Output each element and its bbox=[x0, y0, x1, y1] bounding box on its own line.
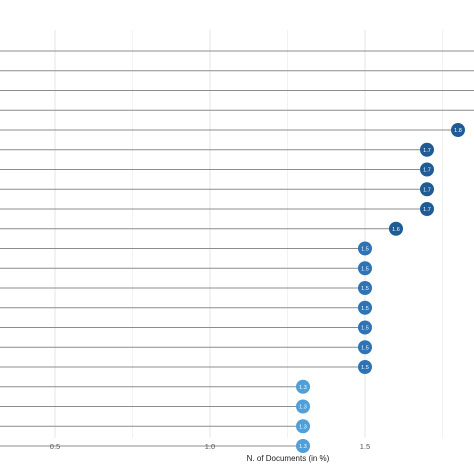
lollipop-point bbox=[358, 340, 372, 355]
point-value-label: 1.7 bbox=[423, 187, 431, 193]
lollipop-point bbox=[420, 142, 434, 157]
point-value-label: 1.3 bbox=[299, 385, 307, 391]
lollipop-point bbox=[389, 221, 403, 236]
lollipop-point bbox=[358, 360, 372, 374]
point-value-label: 1.5 bbox=[361, 247, 369, 253]
point-value-label: 1.3 bbox=[299, 405, 307, 411]
lollipop-point bbox=[358, 300, 372, 315]
point-value-label: 1.5 bbox=[361, 326, 369, 332]
point-value-label: 1.7 bbox=[423, 148, 431, 154]
lollipop-point bbox=[358, 261, 372, 276]
lollipop-point bbox=[451, 123, 465, 137]
x-tick-label: 0.5 bbox=[50, 442, 60, 451]
point-value-label: 1.3 bbox=[299, 444, 307, 450]
lollipop-point bbox=[296, 379, 310, 394]
lollipop-point bbox=[296, 419, 310, 434]
point-value-label: 1.6 bbox=[392, 227, 400, 233]
x-axis-ticks: 0.5 1.0 1.5 bbox=[50, 442, 370, 451]
x-tick-label: 1.0 bbox=[205, 442, 215, 451]
x-axis-title: N. of Documents (in %) bbox=[247, 454, 330, 463]
lollipop-point bbox=[296, 399, 310, 414]
point-value-label: 1.5 bbox=[361, 306, 369, 312]
lollipop-points: 1.8 1.7 1.7 1.7 1.7 1.6 1.5 1.5 1.5 1.5 1.5 1.5 1.5 1… bbox=[296, 123, 465, 453]
point-value-label: 1.5 bbox=[361, 286, 369, 292]
lollipop-point bbox=[358, 320, 372, 335]
point-value-label: 1.8 bbox=[454, 128, 462, 134]
lollipop-stems bbox=[0, 50, 474, 447]
grid-lines bbox=[54, 30, 443, 438]
lollipop-point bbox=[296, 439, 310, 453]
point-value-label: 1.5 bbox=[361, 266, 369, 272]
lollipop-point bbox=[420, 182, 434, 197]
point-value-label: 1.7 bbox=[423, 168, 431, 174]
lollipop-point bbox=[420, 202, 434, 216]
lollipop-point bbox=[358, 241, 372, 256]
x-tick-label: 1.5 bbox=[360, 442, 370, 451]
point-value-label: 1.5 bbox=[361, 345, 369, 351]
point-value-label: 1.5 bbox=[361, 365, 369, 371]
lollipop-point bbox=[420, 162, 434, 177]
point-value-label: 1.3 bbox=[299, 424, 307, 430]
lollipop-point bbox=[358, 281, 372, 295]
point-value-label: 1.7 bbox=[423, 207, 431, 213]
